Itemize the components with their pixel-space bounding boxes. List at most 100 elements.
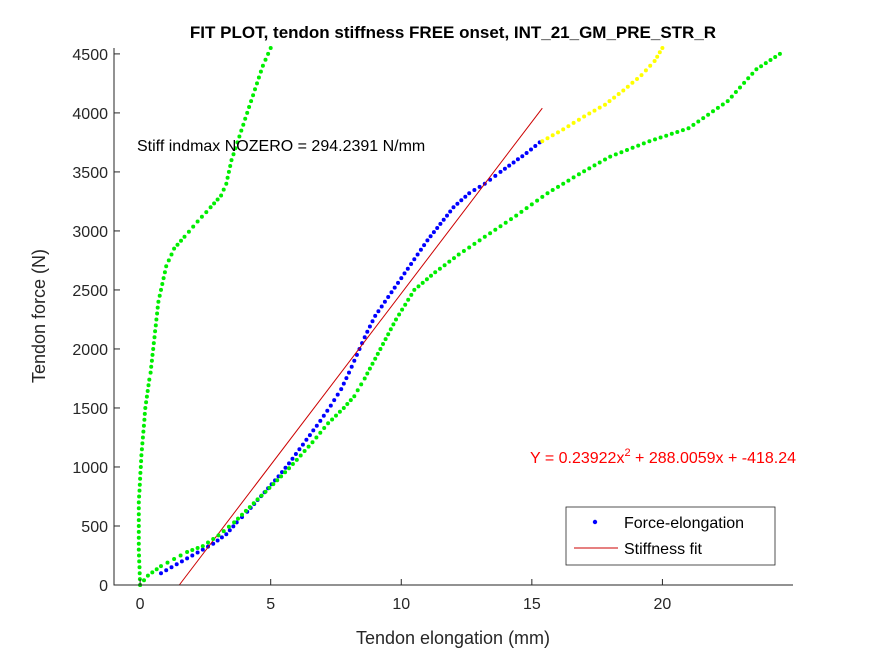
data-point [166, 258, 171, 263]
data-point [240, 512, 244, 517]
data-point [224, 532, 229, 537]
data-point [139, 447, 144, 452]
data-point [400, 307, 405, 312]
y-tick-label: 3500 [72, 165, 108, 182]
stiffness-fit-line [178, 107, 543, 586]
y-tick-label: 4000 [72, 106, 108, 123]
data-point [498, 224, 503, 229]
data-point [185, 550, 190, 554]
data-point [263, 57, 268, 62]
data-point [587, 166, 592, 171]
data-point [550, 133, 555, 138]
data-point [314, 423, 319, 428]
data-point [137, 553, 141, 558]
data-point [514, 213, 519, 218]
data-point [738, 85, 742, 90]
data-point [161, 276, 166, 281]
data-point [139, 459, 144, 464]
data-point [138, 476, 143, 481]
data-point [304, 437, 309, 442]
data-point [630, 145, 635, 150]
series-4 [540, 46, 665, 144]
chart-title: FIT PLOT, tendon stiffness FREE onset, I… [190, 23, 716, 42]
data-point [337, 409, 342, 414]
data-point [533, 144, 538, 148]
data-point [233, 146, 238, 151]
data-point [290, 462, 295, 466]
data-point [206, 540, 210, 545]
data-point [365, 329, 370, 334]
data-point [647, 139, 652, 144]
data-point [773, 55, 778, 59]
data-point [428, 234, 433, 239]
data-point [174, 562, 179, 567]
data-point [247, 105, 252, 109]
data-point [619, 150, 624, 155]
data-point [597, 160, 602, 165]
data-point [232, 520, 237, 525]
data-point [229, 158, 234, 163]
data-point [391, 322, 396, 327]
data-point [463, 194, 468, 199]
data-point [151, 347, 156, 351]
data-point [675, 130, 680, 134]
data-point [571, 120, 576, 125]
data-point [467, 191, 472, 196]
x-tick-label: 0 [136, 596, 145, 613]
data-point [164, 264, 169, 269]
y-tick-label: 3000 [72, 224, 108, 241]
data-point [199, 214, 204, 219]
data-point [641, 141, 646, 146]
data-point [279, 474, 284, 479]
data-point [556, 130, 560, 135]
data-point [275, 478, 280, 483]
data-point [330, 417, 335, 422]
data-point [455, 201, 460, 206]
data-point [746, 76, 751, 81]
data-point [459, 198, 464, 203]
data-point [306, 444, 311, 449]
data-point [179, 559, 184, 564]
data-point [639, 73, 644, 78]
data-point [169, 565, 174, 570]
data-point [561, 181, 566, 186]
data-point [156, 299, 161, 304]
data-point [352, 358, 357, 363]
data-point [271, 482, 276, 487]
data-point [715, 105, 720, 110]
data-point [144, 394, 149, 399]
data-point [433, 270, 438, 275]
data-point [352, 394, 357, 399]
data-point [472, 241, 477, 246]
data-point [540, 194, 545, 199]
data-point [195, 550, 200, 555]
data-point [399, 276, 404, 281]
data-point [136, 518, 141, 523]
data-point [339, 387, 344, 392]
data-point [136, 535, 141, 540]
data-point [140, 441, 145, 446]
data-point [652, 59, 657, 63]
data-point [524, 151, 529, 155]
data-point [138, 470, 143, 475]
data-point [137, 494, 142, 499]
data-point [332, 398, 337, 403]
data-point [437, 266, 442, 271]
equation-suffix: + 288.0059x + -418.24 [631, 450, 797, 467]
data-point [587, 111, 592, 116]
data-point [603, 157, 607, 162]
data-point [467, 245, 472, 250]
data-point [556, 184, 560, 189]
data-point [429, 273, 433, 278]
data-point [247, 505, 252, 510]
series-layer [136, 46, 782, 587]
data-point [228, 164, 233, 168]
data-point [139, 453, 144, 458]
data-point [653, 137, 657, 142]
data-point [314, 435, 319, 440]
data-point [231, 524, 236, 529]
data-point [520, 154, 525, 159]
data-point [142, 578, 146, 583]
data-point [200, 547, 205, 552]
data-point [416, 284, 421, 289]
